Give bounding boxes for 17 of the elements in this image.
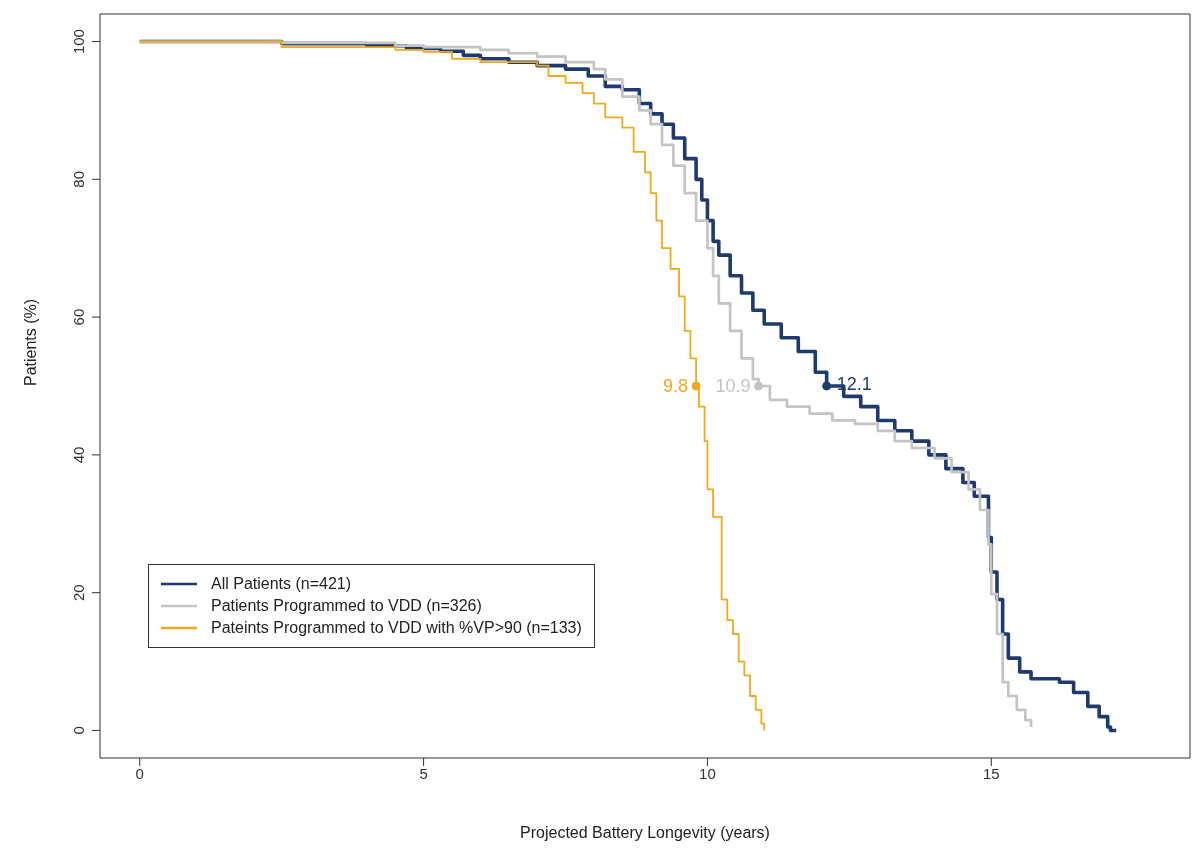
legend-label: Pateints Programmed to VDD with %VP>90 (n=133) <box>211 618 582 638</box>
y-tick-label: 40 <box>70 446 87 464</box>
x-axis-title: Projected Battery Longevity (years) <box>520 824 770 841</box>
y-tick-label: 0 <box>70 726 87 735</box>
x-tick-label: 10 <box>699 764 716 782</box>
annotation: 10.9 <box>715 376 751 396</box>
y-tick-label: 80 <box>70 170 87 188</box>
y-axis-title: Patients (%) <box>21 298 39 386</box>
x-tick-label: 0 <box>135 764 144 782</box>
legend-label: All Patients (n=421) <box>211 574 352 594</box>
annotation: 9.8 <box>663 376 689 396</box>
legend-label: Patients Programmed to VDD (n=326) <box>211 596 482 616</box>
y-tick-label: 20 <box>70 584 87 602</box>
x-tick-label: 5 <box>419 764 428 782</box>
x-tick-label: 15 <box>982 764 1000 782</box>
y-tick-label: 100 <box>70 29 87 55</box>
y-tick-label: 60 <box>70 308 87 326</box>
